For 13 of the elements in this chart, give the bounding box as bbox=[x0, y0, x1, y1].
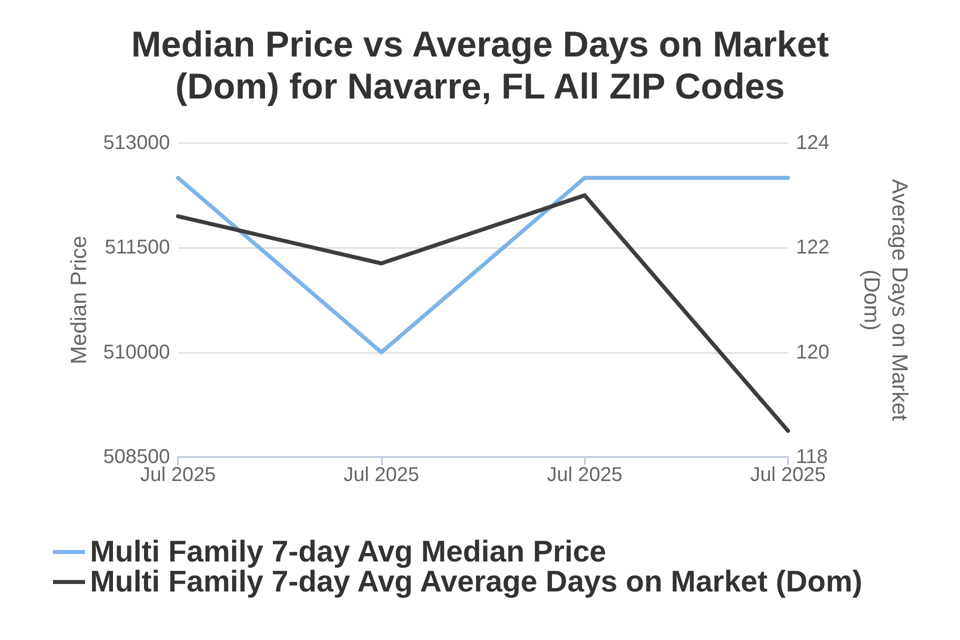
y-axis-title: Median Price bbox=[66, 236, 91, 364]
legend-label: Multi Family 7-day Avg Median Price bbox=[90, 536, 606, 568]
y-tick-label: 513000 bbox=[103, 132, 170, 154]
chart-title: Median Price vs Average Days on Market (Dom) for Navarre, FL All ZIP Codes bbox=[131, 24, 829, 106]
y-tick-label: 510000 bbox=[103, 341, 170, 364]
y2-tick-label: 122 bbox=[796, 236, 830, 259]
y2-axis-title: Average Days on Market (Dom) bbox=[860, 179, 912, 421]
line-series bbox=[176, 193, 790, 433]
y-tick-label: 511500 bbox=[104, 236, 170, 259]
x-tick-label: Jul 2025 bbox=[546, 464, 622, 486]
y2-tick-label: 120 bbox=[796, 341, 830, 364]
x-tick-label: Jul 2025 bbox=[344, 464, 420, 486]
y2-tick-label: 124 bbox=[796, 132, 830, 154]
